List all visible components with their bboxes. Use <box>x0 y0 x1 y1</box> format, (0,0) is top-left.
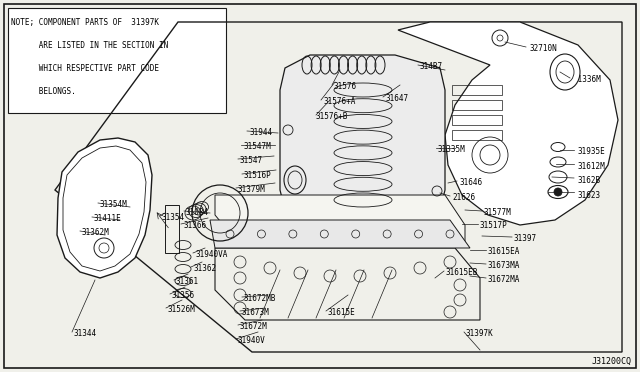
Text: 31615EB: 31615EB <box>446 268 478 277</box>
Text: 31361: 31361 <box>176 277 199 286</box>
Text: 31354: 31354 <box>162 213 185 222</box>
Bar <box>452 85 502 95</box>
Text: 31672MA: 31672MA <box>488 275 520 284</box>
Circle shape <box>554 188 562 196</box>
Text: 31366: 31366 <box>183 221 206 230</box>
Text: 31336M: 31336M <box>574 75 602 84</box>
Polygon shape <box>398 22 618 225</box>
Text: 31612M: 31612M <box>578 162 605 171</box>
Text: J31200CQ: J31200CQ <box>592 357 632 366</box>
Text: 32710N: 32710N <box>530 44 557 53</box>
Text: 31362: 31362 <box>193 264 216 273</box>
Text: 31944: 31944 <box>249 128 272 137</box>
Text: 31673MA: 31673MA <box>488 261 520 270</box>
Text: 31673M: 31673M <box>242 308 269 317</box>
Text: BELONGS.: BELONGS. <box>11 87 76 96</box>
Text: 31362M: 31362M <box>82 228 109 237</box>
Text: 31940VA: 31940VA <box>195 250 227 259</box>
Text: 31615EA: 31615EA <box>488 247 520 256</box>
Text: 31672MB: 31672MB <box>244 294 276 303</box>
Bar <box>452 100 502 110</box>
Polygon shape <box>57 138 152 278</box>
Polygon shape <box>215 248 480 320</box>
Text: 31397K: 31397K <box>466 329 493 338</box>
Text: 3162B: 3162B <box>578 176 601 185</box>
Text: 31576: 31576 <box>334 82 357 91</box>
Text: 31516P: 31516P <box>244 171 272 180</box>
Bar <box>452 130 502 140</box>
Text: 31577M: 31577M <box>484 208 512 217</box>
Bar <box>452 115 502 125</box>
Text: 31517P: 31517P <box>480 221 508 230</box>
Text: 31356: 31356 <box>172 291 195 300</box>
Bar <box>8 8 226 113</box>
Text: 31547: 31547 <box>240 156 263 165</box>
Text: 31084: 31084 <box>186 208 209 217</box>
Text: 31576+A: 31576+A <box>323 97 355 106</box>
Text: 31646: 31646 <box>459 178 482 187</box>
Text: 31623: 31623 <box>578 191 601 200</box>
Text: 31576+B: 31576+B <box>316 112 348 121</box>
Text: 31379M: 31379M <box>238 185 266 194</box>
Text: 31940V: 31940V <box>238 336 266 345</box>
Text: 31526M: 31526M <box>168 305 196 314</box>
Text: 31935E: 31935E <box>578 147 605 156</box>
Text: ARE LISTED IN THE SECTION IN: ARE LISTED IN THE SECTION IN <box>11 41 168 50</box>
Text: 31647: 31647 <box>385 94 408 103</box>
Text: 31397: 31397 <box>514 234 537 243</box>
Polygon shape <box>210 220 470 248</box>
Polygon shape <box>280 55 445 220</box>
Text: 314B7: 314B7 <box>420 62 443 71</box>
Text: 31547M: 31547M <box>243 142 271 151</box>
Text: 31354M: 31354M <box>100 200 128 209</box>
Text: 31411E: 31411E <box>94 214 122 223</box>
Text: 31335M: 31335M <box>438 145 466 154</box>
Ellipse shape <box>550 54 580 90</box>
Text: 31672M: 31672M <box>240 322 268 331</box>
Text: 31344: 31344 <box>74 329 97 338</box>
Text: 21626: 21626 <box>452 193 475 202</box>
Bar <box>165 205 179 253</box>
Polygon shape <box>215 195 465 245</box>
Text: NOTE; COMPONENT PARTS OF  31397K: NOTE; COMPONENT PARTS OF 31397K <box>11 18 159 27</box>
Text: WHICH RESPECTIVE PART CODE: WHICH RESPECTIVE PART CODE <box>11 64 159 73</box>
Text: 31615E: 31615E <box>328 308 356 317</box>
